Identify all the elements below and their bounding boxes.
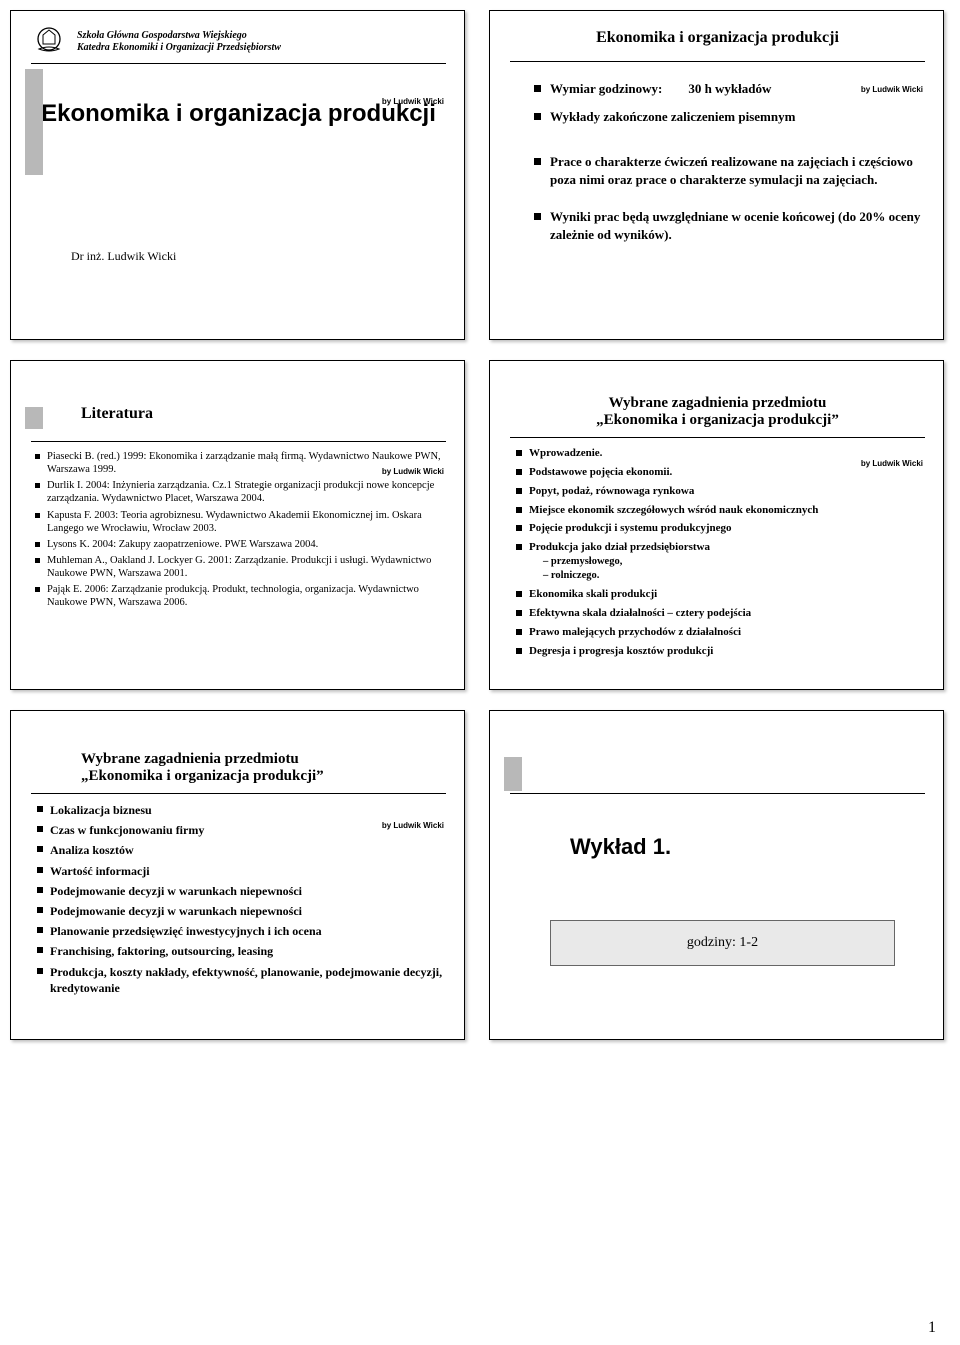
topics-list: Wprowadzenie. Podstawowe pojęcia ekonomi…	[516, 446, 925, 659]
topic: Wartość informacji	[37, 863, 446, 879]
university-crest-icon	[31, 25, 67, 59]
label: Wymiar godzinowy:	[550, 81, 662, 96]
topic: Lokalizacja biznesu	[37, 802, 446, 818]
bullet: Prace o charakterze ćwiczeń realizowane …	[534, 153, 925, 188]
slide-1: Szkoła Główna Gospodarstwa Wiejskiego Ka…	[10, 10, 465, 340]
title-line1: Wybrane zagadnienia przedmiotu	[510, 395, 925, 412]
topic: Analiza kosztów	[37, 842, 446, 858]
slide-5: Wybrane zagadnienia przedmiotu „Ekonomik…	[10, 710, 465, 1040]
slide-title: Literatura	[81, 405, 446, 423]
title-line2: „Ekonomika i organizacja produkcji”	[81, 768, 446, 785]
rule	[31, 441, 446, 442]
byline: by Ludwik Wicki	[382, 97, 444, 106]
rule	[510, 61, 925, 62]
topic: Ekonomika skali produkcji	[516, 587, 925, 602]
title-line1: Wybrane zagadnienia przedmiotu	[81, 751, 446, 768]
sub: – przemysłowego,	[543, 555, 925, 569]
rule	[510, 437, 925, 438]
topic: Franchising, faktoring, outsourcing, lea…	[37, 943, 446, 959]
inst-line2: Katedra Ekonomiki i Organizacji Przedsię…	[77, 42, 281, 55]
ref-item: Durlik I. 2004: Inżynieria zarządzania. …	[35, 479, 446, 505]
bullet: Wykłady zakończone zaliczeniem pisemnym	[534, 108, 925, 126]
bullet: Wyniki prac będą uwzględniane w ocenie k…	[534, 208, 925, 243]
ref-item: Lysons K. 2004: Zakupy zaopatrzeniowe. P…	[35, 538, 446, 551]
topic: Miejsce ekonomik szczegółowych wśród nau…	[516, 503, 925, 518]
topic-text: Produkcja jako dział przedsiębiorstwa	[529, 541, 710, 553]
ref-item: Muhleman A., Oakland J. Lockyer G. 2001:…	[35, 554, 446, 580]
title-line2: „Ekonomika i organizacja produkcji”	[510, 412, 925, 429]
literature-list: Piasecki B. (red.) 1999: Ekonomika i zar…	[35, 450, 446, 609]
topic: Efektywna skala działalności – cztery po…	[516, 606, 925, 621]
lecture-title: Wykład 1.	[570, 834, 925, 860]
topic: Prawo malejących przychodów z działalnoś…	[516, 625, 925, 640]
topic: Produkcja, koszty nakłady, efektywność, …	[37, 964, 446, 996]
hours-box: godziny: 1-2	[550, 920, 895, 966]
rule	[31, 793, 446, 794]
page-number: 1	[928, 1319, 936, 1337]
topic: Planowanie przedsięwzięć inwestycyjnych …	[37, 923, 446, 939]
sub: – rolniczego.	[543, 569, 925, 583]
topic: Pojęcie produkcji i systemu produkcyjneg…	[516, 521, 925, 536]
ref-item: Kapusta F. 2003: Teoria agrobiznesu. Wyd…	[35, 509, 446, 535]
slide-6: Wykład 1. godziny: 1-2	[489, 710, 944, 1040]
slide-2: Ekonomika i organizacja produkcji by Lud…	[489, 10, 944, 340]
author: Dr inż. Ludwik Wicki	[71, 249, 446, 264]
slide-3: Literatura by Ludwik Wicki Piasecki B. (…	[10, 360, 465, 690]
slide-4: Wybrane zagadnienia przedmiotu „Ekonomik…	[489, 360, 944, 690]
inst-line1: Szkoła Główna Gospodarstwa Wiejskiego	[77, 30, 281, 43]
topic: Podejmowanie decyzji w warunkach niepewn…	[37, 903, 446, 919]
side-decoration	[25, 69, 43, 175]
topic: Degresja i progresja kosztów produkcji	[516, 644, 925, 659]
ref-item: Piasecki B. (red.) 1999: Ekonomika i zar…	[35, 450, 446, 476]
side-decoration	[504, 757, 522, 791]
institution-header: Szkoła Główna Gospodarstwa Wiejskiego Ka…	[31, 25, 446, 64]
topic: Produkcja jako dział przedsiębiorstwa – …	[516, 540, 925, 583]
topic: Podejmowanie decyzji w warunkach niepewn…	[37, 883, 446, 899]
topic: Podstawowe pojęcia ekonomii.	[516, 465, 925, 480]
topic: Popyt, podaż, równowaga rynkowa	[516, 484, 925, 499]
topic: Czas w funkcjonowaniu firmy	[37, 822, 446, 838]
ref-item: Pająk E. 2006: Zarządzanie produkcją. Pr…	[35, 583, 446, 609]
slide-title: Ekonomika i organizacja produkcji	[510, 29, 925, 47]
topics-list: Lokalizacja biznesu Czas w funkcjonowani…	[37, 802, 446, 996]
side-decoration	[25, 407, 43, 429]
topic: Wprowadzenie.	[516, 446, 925, 461]
rule	[510, 793, 925, 794]
slide-grid: Szkoła Główna Gospodarstwa Wiejskiego Ka…	[10, 10, 950, 1040]
value: 30 h wykładów	[688, 81, 771, 96]
bullet: Wymiar godzinowy: 30 h wykładów	[534, 80, 925, 98]
